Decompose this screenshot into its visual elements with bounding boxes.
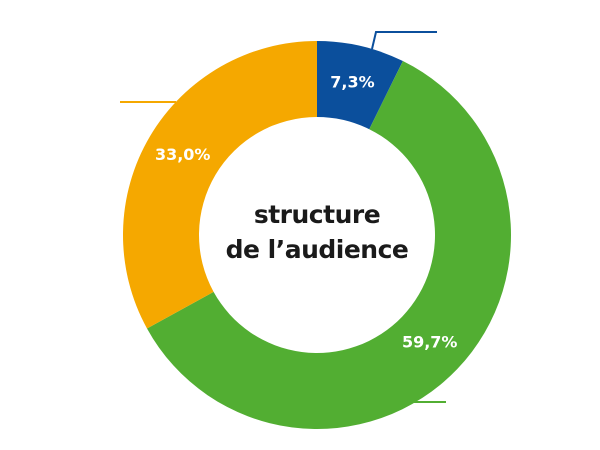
donut <box>123 41 512 430</box>
center-text: de l’audience <box>226 235 409 264</box>
leader-line <box>371 31 437 50</box>
slice <box>146 61 512 430</box>
value-label: 59,7% <box>402 332 458 351</box>
center-text: structure <box>254 200 380 229</box>
slice <box>317 41 403 130</box>
value-label: 33,0% <box>155 145 211 164</box>
slice <box>123 41 318 329</box>
value-label: 7,3% <box>330 73 374 92</box>
